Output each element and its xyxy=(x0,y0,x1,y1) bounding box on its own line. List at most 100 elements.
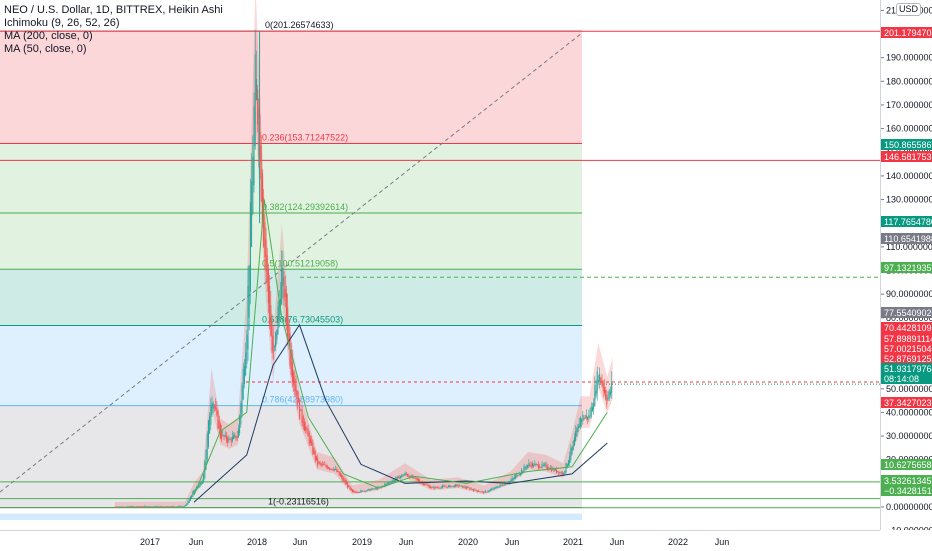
price-axis[interactable]: 210.00000000200.00000000190.00000000180.… xyxy=(880,0,932,530)
candle-body-113 xyxy=(249,202,251,292)
candle-body-83 xyxy=(213,406,215,408)
candle-body-382 xyxy=(572,441,574,451)
candle-body-138 xyxy=(279,298,281,310)
candle-body-211 xyxy=(367,489,369,491)
candle-body-231 xyxy=(391,481,393,483)
candle-body-235 xyxy=(396,476,398,480)
candle-body-199 xyxy=(353,490,355,492)
candle-body-349 xyxy=(533,464,535,467)
candle-body-380 xyxy=(570,448,572,460)
price-tick-5: 160.00000000 xyxy=(886,124,932,134)
price-badge-12 xyxy=(881,373,932,384)
candle-body-208 xyxy=(363,490,365,492)
candle-body-307 xyxy=(482,491,484,494)
fib-label-l5: 0.5(100.51219058) xyxy=(262,258,338,268)
price-chart[interactable]: 0(201.26574633) 0.236(153.71247522) 0.382(… xyxy=(0,0,880,530)
candle-body-149 xyxy=(293,372,295,385)
price-badge-text-3: 117.76547808 xyxy=(884,217,932,227)
price-badge-15 xyxy=(881,475,932,486)
candle-body-43 xyxy=(165,506,167,508)
candle-body-87 xyxy=(218,420,220,429)
candle-body-71 xyxy=(199,482,201,487)
candle-body-118 xyxy=(255,79,257,101)
candle-body-109 xyxy=(245,352,247,376)
candle-body-51 xyxy=(175,506,177,508)
price-badge-text-13: 37.34270232 xyxy=(884,398,932,408)
fib-label-l236: 0.236(153.71247522) xyxy=(262,132,348,142)
fib-zone-0 xyxy=(0,31,582,144)
price-badge-text-11: 51.93179764 xyxy=(884,364,932,374)
candle-body-201 xyxy=(355,491,357,493)
candle-body-195 xyxy=(348,485,350,488)
candle-body-81 xyxy=(211,402,213,415)
candle-body-351 xyxy=(535,463,537,465)
candle-body-172 xyxy=(320,463,322,466)
candle-body-187 xyxy=(338,471,340,476)
time-axis[interactable]: 2017 Jun 2018 Jun 2019 Jun 2020 Jun 2021 Jun 2022 J… xyxy=(0,530,880,551)
candle-body-120 xyxy=(258,107,260,157)
candle-body-104 xyxy=(239,415,241,434)
candle-body-40 xyxy=(162,506,164,507)
candle-body-185 xyxy=(336,469,338,473)
candle-body-124 xyxy=(263,197,265,247)
candle-body-35 xyxy=(156,506,158,507)
price-axis-scale[interactable]: 210.00000000200.00000000190.00000000180.… xyxy=(881,0,932,530)
candle-body-311 xyxy=(487,491,489,493)
candle-body-60 xyxy=(186,503,188,506)
candle-body-203 xyxy=(357,492,359,494)
candle-body-309 xyxy=(485,491,487,493)
candle-body-16 xyxy=(133,506,135,508)
candle-body-196 xyxy=(349,486,351,490)
candle-body-277 xyxy=(446,486,448,488)
candle-body-94 xyxy=(227,438,229,444)
candle-body-46 xyxy=(169,506,171,508)
candle-body-2 xyxy=(116,506,118,508)
candle-body-294 xyxy=(467,487,469,489)
candle-body-200 xyxy=(354,491,356,493)
time-tick-4: 2019 xyxy=(352,537,372,547)
indicator-ma200[interactable]: MA (200, close, 0) xyxy=(4,30,93,42)
candle-body-129 xyxy=(269,286,271,325)
candle-body-30 xyxy=(150,506,152,508)
candle-body-179 xyxy=(329,468,331,470)
currency-badge[interactable]: USD xyxy=(896,3,922,16)
candle-body-414 xyxy=(611,382,613,394)
candle-body-92 xyxy=(224,434,226,437)
candle-body-410 xyxy=(606,394,608,405)
candle-body-1 xyxy=(115,506,117,508)
candle-body-91 xyxy=(223,435,225,438)
candle-body-357 xyxy=(542,465,544,466)
candle-body-141 xyxy=(283,277,285,301)
candle-body-339 xyxy=(521,469,523,475)
time-tick-2: 2018 xyxy=(247,537,267,547)
candle-body-41 xyxy=(163,506,165,508)
indicator-ichimoku[interactable]: Ichimoku (9, 26, 52, 26) xyxy=(4,17,120,29)
candle-body-316 xyxy=(493,487,495,490)
candle-body-103 xyxy=(237,428,239,438)
candle-body-139 xyxy=(281,267,283,305)
candle-body-318 xyxy=(495,487,497,489)
candle-body-377 xyxy=(566,463,568,468)
candle-body-317 xyxy=(494,487,496,489)
candle-body-106 xyxy=(241,385,243,414)
candle-body-128 xyxy=(267,268,269,304)
price-badge-text-5: 97.13219357 xyxy=(884,263,932,273)
price-badge-9 xyxy=(881,343,932,354)
candle-body-202 xyxy=(356,492,358,493)
candle-body-61 xyxy=(187,501,189,505)
candle-body-38 xyxy=(159,506,161,507)
candle-body-151 xyxy=(295,384,297,396)
candle-body-392 xyxy=(584,417,586,419)
candle-body-174 xyxy=(323,464,325,466)
indicator-ma50[interactable]: MA (50, close, 0) xyxy=(4,43,87,55)
candle-body-137 xyxy=(278,299,280,321)
chart-area[interactable]: 0(201.26574633) 0.236(153.71247522) 0.382(… xyxy=(0,0,880,530)
candle-body-158 xyxy=(303,421,305,432)
candle-body-59 xyxy=(185,504,187,507)
candle-body-206 xyxy=(361,490,363,492)
candle-body-296 xyxy=(469,487,471,490)
candle-body-403 xyxy=(597,380,599,383)
symbol-title[interactable]: NEO / U.S. Dollar, 1D, BITTREX, Heikin A… xyxy=(4,4,223,16)
candle-body-164 xyxy=(311,440,313,446)
candle-body-188 xyxy=(339,473,341,477)
